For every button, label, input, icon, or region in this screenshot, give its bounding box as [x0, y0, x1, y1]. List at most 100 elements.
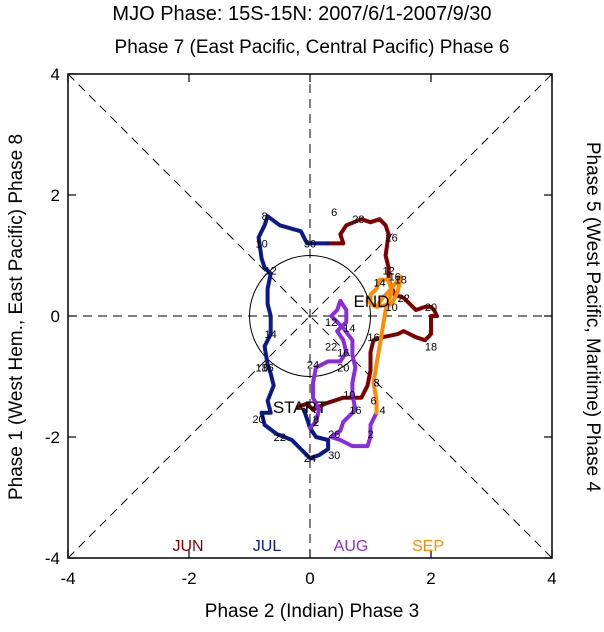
series-point-jul [266, 287, 270, 291]
diagonal-guide-rising [67, 73, 553, 559]
day-label-sep: 12 [383, 266, 395, 278]
series-point-jul [305, 417, 309, 421]
series-point-jun [396, 332, 400, 336]
series-point-jun [341, 241, 345, 245]
legend-item-jul: JUL [253, 538, 282, 555]
series-point-jul [263, 266, 267, 270]
start-label: START [273, 398, 327, 417]
series-point-jun [435, 314, 439, 318]
day-label-jun: 20 [425, 302, 437, 314]
series-point-jul [266, 302, 270, 306]
series-point-jun [359, 217, 364, 221]
series-point-jun [359, 396, 364, 400]
day-label-aug: 16 [349, 405, 361, 417]
series-point-aug [341, 326, 345, 330]
series-point-jun [384, 223, 388, 227]
legend-item-sep: SEP [412, 538, 444, 555]
day-label-sep: 10 [386, 302, 398, 314]
series-point-jul [326, 438, 330, 442]
y-tick-label: -4 [45, 549, 60, 568]
series-point-jul [290, 438, 294, 442]
day-label-aug: 10 [343, 390, 355, 402]
series-point-jun [432, 308, 436, 312]
day-label-aug: 20 [337, 362, 349, 374]
series-point-jun [371, 338, 376, 342]
series-point-jun [365, 383, 370, 388]
series-layer [256, 214, 439, 461]
series-point-aug [335, 308, 339, 312]
series-line-jun [295, 217, 439, 412]
series-point-jul [256, 235, 261, 239]
series-point-sep [390, 302, 394, 306]
series-point-jun [414, 335, 418, 339]
series-point-aug [344, 308, 348, 312]
x-tick-label: 2 [426, 569, 435, 588]
series-point-sep [374, 287, 379, 291]
series-point-jul [266, 214, 270, 218]
day-label-sep: 4 [380, 405, 386, 417]
series-point-aug [341, 420, 345, 424]
series-point-jul [278, 223, 282, 227]
series-point-sep [374, 411, 379, 415]
day-label-aug: 26 [328, 429, 340, 441]
series-point-jul [326, 447, 330, 451]
series-point-jun [423, 338, 427, 342]
day-label-aug: 24 [307, 359, 319, 371]
series-point-jun [344, 223, 348, 227]
x-tick-label: -4 [60, 569, 75, 588]
series-point-jul [275, 432, 279, 436]
series-point-sep [381, 326, 385, 330]
series-point-aug [344, 320, 348, 324]
series-point-aug [353, 365, 357, 370]
day-label-jul: 8 [262, 211, 268, 223]
day-label-jul: 20 [252, 414, 264, 426]
x-tick-label: 0 [305, 569, 314, 588]
series-point-jul [326, 241, 330, 245]
day-label-sep: 18 [395, 275, 407, 287]
day-label-jul: 16 [262, 362, 274, 374]
series-point-jun [368, 220, 373, 224]
series-point-jul [302, 408, 306, 412]
day-label-aug: 22 [325, 341, 337, 353]
day-label-jun: 28 [352, 214, 364, 226]
series-point-aug [329, 435, 333, 439]
series-point-aug [335, 329, 339, 333]
series-point-jun [429, 314, 433, 318]
series-point-jul [317, 453, 321, 457]
series-point-aug [350, 393, 354, 397]
day-label-jul: 10 [255, 238, 267, 250]
series-point-aug [311, 380, 315, 385]
series-point-aug [350, 380, 354, 385]
series-point-jul [263, 423, 267, 427]
series-point-aug [314, 420, 318, 424]
series-point-jul [260, 256, 264, 261]
unit-circle [249, 255, 371, 377]
series-point-jun [423, 305, 427, 309]
day-label-sep: 16 [389, 272, 401, 284]
series-point-jul [269, 371, 273, 376]
series-point-sep [374, 362, 379, 366]
series-point-jul [263, 223, 267, 227]
series-point-aug [308, 426, 312, 430]
day-label-aug: 2 [313, 417, 319, 429]
day-label-sep: 14 [373, 278, 385, 290]
day-label-jun: 18 [425, 341, 437, 353]
series-point-aug [350, 444, 354, 448]
top-phase-label: Phase 7 (East Pacific, Central Pacific) … [115, 37, 510, 58]
series-point-aug [350, 338, 354, 342]
series-point-sep [371, 380, 376, 385]
series-point-aug [314, 365, 318, 370]
series-point-jun [377, 217, 382, 221]
series-point-aug [338, 438, 342, 442]
day-label-jul: 12 [265, 266, 277, 278]
series-point-jun [296, 405, 300, 409]
series-point-jun [341, 396, 345, 400]
day-label-jul: 6 [331, 207, 337, 219]
bottom-phase-label: Phase 2 (Indian) Phase 3 [205, 601, 419, 622]
diagonal-guides [67, 73, 553, 559]
series-point-aug [344, 350, 348, 354]
series-point-aug [353, 408, 357, 412]
series-point-aug [338, 359, 342, 363]
series-point-sep [377, 344, 382, 348]
